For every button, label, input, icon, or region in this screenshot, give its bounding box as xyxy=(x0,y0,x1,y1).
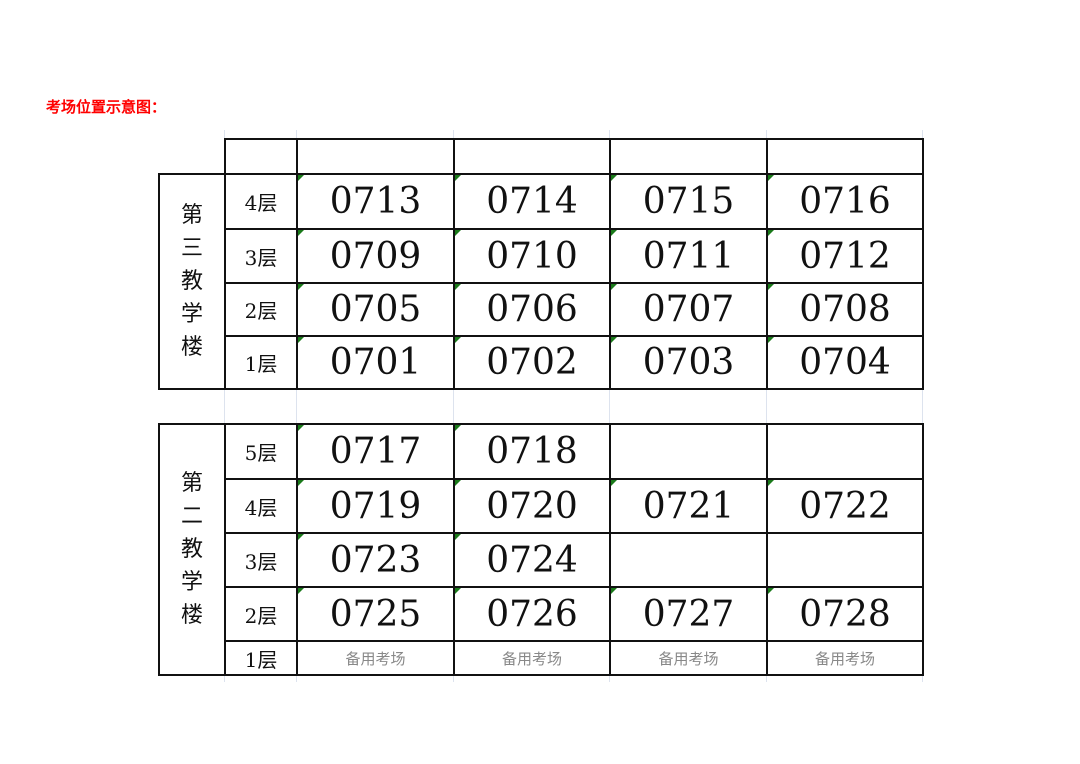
building-name: 第二教学楼 xyxy=(158,423,226,676)
empty-cell xyxy=(609,423,768,480)
building-name-char: 第 xyxy=(180,471,203,496)
room-number-cell: 0716 xyxy=(766,173,924,230)
building-table: 第三教学楼 4层 0713 0714 0715 0716 3层 0709 0710 0711 071… xyxy=(158,138,924,390)
room-number-cell: 0712 xyxy=(766,228,924,284)
room-number-cell: 0718 xyxy=(453,423,611,480)
building-name-char: 第 xyxy=(180,203,203,228)
building-name-char: 教 xyxy=(180,269,203,294)
room-number-cell: 0720 xyxy=(453,478,611,534)
floor-row: 4层 0719 0720 0721 0722 xyxy=(159,478,924,534)
floor-row: 3层 0723 0724 xyxy=(159,532,924,588)
floor-row: 2层 0725 0726 0727 0728 xyxy=(159,586,924,642)
empty-cell xyxy=(766,423,924,480)
room-number-cell: 0724 xyxy=(453,532,611,588)
building-table: 第二教学楼 5层 0717 0718 4层 0719 0720 0721 0722 3层 0723 0… xyxy=(158,423,924,676)
building-name-char: 三 xyxy=(180,236,203,261)
building-name-char: 教 xyxy=(180,537,203,562)
empty-cell xyxy=(159,139,226,175)
room-number-cell: 0728 xyxy=(766,586,924,642)
empty-cell xyxy=(224,138,298,175)
building-name: 第三教学楼 xyxy=(158,173,226,390)
floor-label: 4层 xyxy=(224,478,298,534)
gridline xyxy=(609,130,610,682)
floor-label: 3层 xyxy=(224,228,298,284)
building-name-char: 学 xyxy=(180,302,203,327)
gridline xyxy=(296,130,297,682)
floor-label: 3层 xyxy=(224,532,298,588)
floor-label: 1层 xyxy=(224,640,298,676)
room-number-cell: 0703 xyxy=(609,335,768,390)
room-number-cell: 0722 xyxy=(766,478,924,534)
empty-cell xyxy=(453,138,611,175)
empty-cell xyxy=(766,138,924,175)
floor-label: 1层 xyxy=(224,335,298,390)
room-number-cell: 0706 xyxy=(453,282,611,337)
empty-cell xyxy=(609,138,768,175)
room-number-cell: 0708 xyxy=(766,282,924,337)
building-name-char: 学 xyxy=(180,570,203,595)
room-number-cell: 0707 xyxy=(609,282,768,337)
spare-room-cell: 备用考场 xyxy=(296,640,455,676)
page-title: 考场位置示意图： xyxy=(46,98,167,116)
room-number-cell: 0714 xyxy=(453,173,611,230)
building-name-char: 二 xyxy=(180,504,203,529)
room-number-cell: 0702 xyxy=(453,335,611,390)
room-number-cell: 0713 xyxy=(296,173,455,230)
room-number-cell: 0705 xyxy=(296,282,455,337)
spare-room-cell: 备用考场 xyxy=(609,640,768,676)
room-number-cell: 0709 xyxy=(296,228,455,284)
floor-row: 3层 0709 0710 0711 0712 xyxy=(159,228,924,284)
floor-row: 第二教学楼 5层 0717 0718 xyxy=(158,423,924,676)
header-row xyxy=(159,138,924,175)
room-number-cell: 0727 xyxy=(609,586,768,642)
room-number-cell: 0711 xyxy=(609,228,768,284)
floor-row: 1层 备用考场 备用考场 备用考场 备用考场 xyxy=(159,640,924,676)
room-number-cell: 0723 xyxy=(296,532,455,588)
floor-row: 1层 0701 0702 0703 0704 xyxy=(159,335,924,390)
gridline xyxy=(922,130,923,682)
room-number-cell: 0725 xyxy=(296,586,455,642)
room-number-cell: 0721 xyxy=(609,478,768,534)
floor-row: 2层 0705 0706 0707 0708 xyxy=(159,282,924,337)
room-number-cell: 0710 xyxy=(453,228,611,284)
gridline xyxy=(224,130,225,682)
room-number-cell: 0717 xyxy=(296,423,455,480)
room-number-cell: 0704 xyxy=(766,335,924,390)
empty-cell xyxy=(766,532,924,588)
spare-room-cell: 备用考场 xyxy=(766,640,924,676)
spare-room-cell: 备用考场 xyxy=(453,640,611,676)
floor-row: 第三教学楼 4层 0713 0714 0715 0716 xyxy=(158,173,924,390)
room-number-cell: 0715 xyxy=(609,173,768,230)
floor-label: 5层 xyxy=(224,423,298,480)
empty-cell xyxy=(296,138,455,175)
room-number-cell: 0701 xyxy=(296,335,455,390)
gridline xyxy=(766,130,767,682)
empty-cell xyxy=(609,532,768,588)
building-name-char: 楼 xyxy=(180,603,203,628)
room-number-cell: 0719 xyxy=(296,478,455,534)
floor-label: 2层 xyxy=(224,282,298,337)
gridline xyxy=(453,130,454,682)
building-name-char: 楼 xyxy=(180,335,203,360)
floor-label: 4层 xyxy=(224,173,298,230)
floor-label: 2层 xyxy=(224,586,298,642)
room-number-cell: 0726 xyxy=(453,586,611,642)
